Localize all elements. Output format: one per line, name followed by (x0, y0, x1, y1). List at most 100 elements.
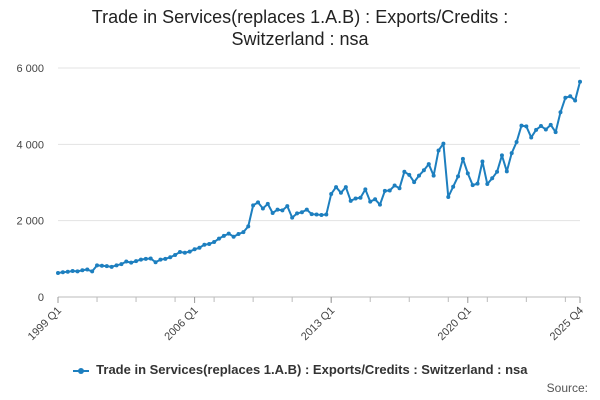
data-point (182, 250, 187, 255)
x-tick-label: 2020 Q1 (436, 305, 474, 343)
data-point (543, 127, 548, 132)
data-point (529, 135, 534, 140)
data-point (509, 151, 514, 156)
data-point (192, 247, 197, 252)
data-point (90, 269, 95, 274)
data-point (373, 197, 378, 202)
data-point (129, 260, 134, 265)
data-point (397, 186, 402, 191)
data-point (412, 180, 417, 185)
data-point (134, 259, 139, 264)
data-point (553, 130, 558, 135)
data-point (236, 232, 241, 237)
data-point (431, 173, 436, 178)
data-point (163, 256, 168, 261)
data-point (75, 269, 80, 274)
data-point (558, 110, 563, 115)
data-point (363, 187, 368, 192)
source-label: Source: (546, 381, 588, 395)
data-point (309, 212, 314, 217)
data-point (280, 208, 285, 213)
data-point (304, 207, 309, 212)
data-point (548, 122, 553, 127)
data-point (563, 95, 568, 100)
data-point (226, 231, 231, 236)
data-point (475, 181, 480, 186)
data-point (197, 245, 202, 250)
x-tick-label: 2006 Q1 (162, 305, 200, 343)
gridlines (58, 67, 580, 222)
data-point (173, 253, 178, 258)
data-point (285, 204, 290, 209)
data-point (504, 169, 509, 174)
data-point (260, 206, 265, 211)
data-point (319, 212, 324, 217)
data-point (168, 255, 173, 260)
data-point (95, 263, 100, 268)
data-point (104, 264, 109, 269)
data-point (465, 171, 470, 176)
data-point (124, 259, 129, 264)
data-point (148, 256, 153, 261)
data-point (207, 241, 212, 246)
x-tick-label: 1999 Q1 (26, 305, 64, 343)
data-point (578, 79, 582, 84)
data-point (343, 185, 348, 190)
data-point (275, 207, 280, 212)
data-point (251, 203, 256, 208)
data-point (80, 268, 85, 273)
data-point (358, 195, 363, 200)
data-point (353, 196, 358, 201)
data-point (480, 159, 485, 164)
data-point (417, 173, 422, 178)
data-point (446, 195, 451, 199)
data-point (138, 257, 143, 262)
data-point (441, 141, 446, 146)
data-point (299, 210, 304, 215)
x-tick-label: 2025 Q4 (548, 305, 586, 343)
data-point (499, 153, 504, 158)
series-layer (56, 79, 582, 275)
data-point (119, 262, 124, 267)
data-point (368, 199, 373, 204)
y-tick-label: 0 (38, 292, 44, 304)
data-point (436, 148, 441, 153)
data-point (421, 168, 426, 173)
data-point (392, 183, 397, 188)
data-point (65, 269, 70, 274)
data-point (143, 256, 148, 261)
data-point (334, 185, 339, 190)
data-point (256, 200, 261, 205)
data-point (538, 124, 543, 129)
data-point (216, 236, 221, 241)
x-tick-label: 2013 Q1 (299, 305, 337, 343)
chart-title: Trade in Services(replaces 1.A.B) : Expo… (0, 6, 600, 50)
data-point (109, 264, 114, 269)
data-point (202, 242, 207, 247)
data-point (514, 140, 519, 145)
data-point (451, 184, 456, 189)
data-point (387, 188, 392, 193)
data-point (231, 234, 236, 239)
data-point (348, 198, 353, 203)
data-point (568, 94, 573, 99)
data-point (338, 190, 343, 195)
axes: 0 2 000 4 000 6 000 1999 Q1 2006 Q1 2013 Q1 202… (16, 63, 586, 343)
data-point (314, 212, 319, 217)
data-point (60, 270, 65, 275)
data-point (99, 263, 104, 268)
series-line (57, 81, 581, 274)
data-point (460, 156, 465, 161)
data-point (519, 123, 524, 128)
data-point (241, 230, 246, 235)
y-tick-label: 4 000 (16, 139, 44, 151)
legend[interactable]: Trade in Services(replaces 1.A.B) : Expo… (0, 362, 600, 377)
data-point (426, 162, 431, 167)
data-point (212, 240, 217, 245)
data-point (290, 215, 295, 220)
chart-title-line-2: Switzerland : nsa (231, 29, 369, 49)
data-point (70, 269, 75, 274)
data-point (534, 127, 539, 132)
data-point (402, 169, 407, 174)
